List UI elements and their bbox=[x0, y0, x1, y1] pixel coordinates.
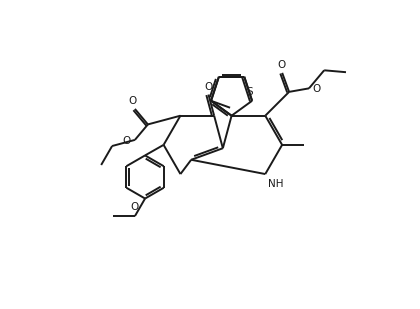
Text: S: S bbox=[247, 87, 253, 97]
Text: O: O bbox=[123, 136, 131, 146]
Text: O: O bbox=[205, 82, 213, 91]
Text: O: O bbox=[277, 60, 285, 70]
Text: O: O bbox=[131, 202, 139, 212]
Text: NH: NH bbox=[268, 179, 284, 189]
Text: O: O bbox=[129, 96, 137, 106]
Text: O: O bbox=[312, 84, 320, 94]
